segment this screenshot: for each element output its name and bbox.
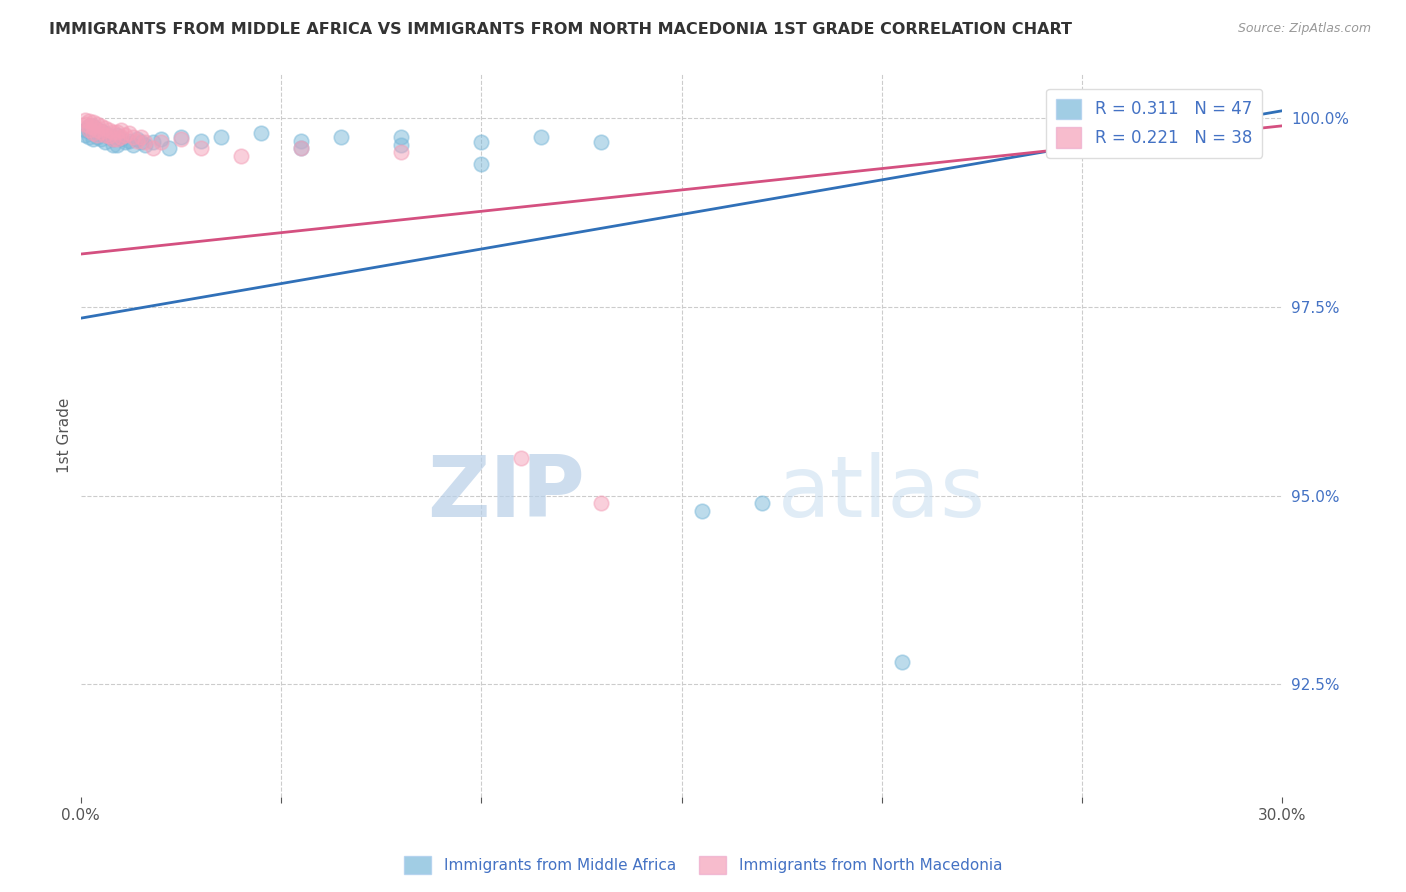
Point bbox=[82, 120, 104, 135]
Point bbox=[101, 125, 124, 139]
Point bbox=[73, 122, 96, 136]
Point bbox=[117, 134, 139, 148]
Point bbox=[77, 113, 100, 128]
Point bbox=[114, 128, 136, 142]
Text: Source: ZipAtlas.com: Source: ZipAtlas.com bbox=[1237, 22, 1371, 36]
Y-axis label: 1st Grade: 1st Grade bbox=[58, 398, 72, 473]
Point bbox=[82, 115, 104, 129]
Point bbox=[77, 122, 100, 136]
Point bbox=[209, 130, 232, 145]
Point bbox=[114, 136, 136, 150]
Point bbox=[129, 136, 152, 150]
Point bbox=[134, 137, 156, 152]
Point bbox=[249, 126, 271, 140]
Point bbox=[591, 136, 613, 150]
Point bbox=[142, 136, 165, 150]
Point bbox=[229, 149, 252, 163]
Point bbox=[82, 132, 104, 146]
Point bbox=[121, 137, 143, 152]
Point bbox=[97, 130, 120, 145]
Point bbox=[329, 130, 352, 145]
Point bbox=[86, 128, 108, 142]
Point bbox=[97, 128, 120, 143]
Point bbox=[73, 128, 96, 142]
Text: atlas: atlas bbox=[778, 451, 986, 534]
Point bbox=[890, 655, 912, 669]
Point bbox=[90, 132, 112, 146]
Point bbox=[90, 124, 112, 138]
Point bbox=[149, 132, 172, 146]
Point bbox=[86, 122, 108, 136]
Point bbox=[93, 126, 115, 140]
Point bbox=[125, 132, 148, 146]
Point bbox=[101, 131, 124, 145]
Point bbox=[1232, 112, 1254, 127]
Point bbox=[591, 496, 613, 510]
Point bbox=[290, 141, 312, 155]
Legend: R = 0.311   N = 47, R = 0.221   N = 38: R = 0.311 N = 47, R = 0.221 N = 38 bbox=[1046, 88, 1263, 158]
Point bbox=[105, 125, 128, 139]
Point bbox=[530, 130, 553, 145]
Point bbox=[117, 126, 139, 140]
Point bbox=[110, 130, 132, 145]
Point bbox=[93, 121, 115, 136]
Point bbox=[170, 132, 193, 146]
Point bbox=[510, 450, 533, 465]
Point bbox=[290, 141, 312, 155]
Point bbox=[134, 136, 156, 150]
Point bbox=[101, 137, 124, 152]
Point bbox=[129, 130, 152, 145]
Point bbox=[82, 126, 104, 140]
Point bbox=[190, 134, 212, 148]
Point bbox=[82, 126, 104, 140]
Point bbox=[86, 122, 108, 136]
Point bbox=[86, 130, 108, 145]
Point bbox=[82, 119, 104, 133]
Text: ZIP: ZIP bbox=[427, 451, 585, 534]
Point bbox=[389, 145, 412, 160]
Point bbox=[1091, 126, 1114, 140]
Point bbox=[470, 156, 492, 170]
Point bbox=[149, 136, 172, 150]
Point bbox=[86, 116, 108, 130]
Point bbox=[77, 119, 100, 133]
Point bbox=[93, 128, 115, 142]
Point bbox=[90, 125, 112, 139]
Point bbox=[105, 137, 128, 152]
Point bbox=[157, 141, 180, 155]
Point bbox=[77, 130, 100, 145]
Point bbox=[97, 122, 120, 136]
Point bbox=[93, 136, 115, 150]
Point bbox=[125, 134, 148, 148]
Text: IMMIGRANTS FROM MIDDLE AFRICA VS IMMIGRANTS FROM NORTH MACEDONIA 1ST GRADE CORRE: IMMIGRANTS FROM MIDDLE AFRICA VS IMMIGRA… bbox=[49, 22, 1073, 37]
Point bbox=[77, 119, 100, 133]
Point bbox=[751, 496, 773, 510]
Point bbox=[73, 117, 96, 131]
Point bbox=[90, 119, 112, 133]
Point bbox=[101, 132, 124, 146]
Point bbox=[290, 134, 312, 148]
Point bbox=[690, 503, 713, 517]
Point bbox=[105, 128, 128, 142]
Point bbox=[190, 141, 212, 155]
Legend: Immigrants from Middle Africa, Immigrants from North Macedonia: Immigrants from Middle Africa, Immigrant… bbox=[398, 850, 1008, 880]
Point bbox=[73, 112, 96, 127]
Point bbox=[389, 137, 412, 152]
Point bbox=[142, 141, 165, 155]
Point bbox=[110, 122, 132, 136]
Point bbox=[470, 136, 492, 150]
Point bbox=[77, 124, 100, 138]
Point bbox=[110, 132, 132, 146]
Point bbox=[105, 131, 128, 145]
Point bbox=[389, 130, 412, 145]
Point bbox=[121, 130, 143, 145]
Point bbox=[170, 130, 193, 145]
